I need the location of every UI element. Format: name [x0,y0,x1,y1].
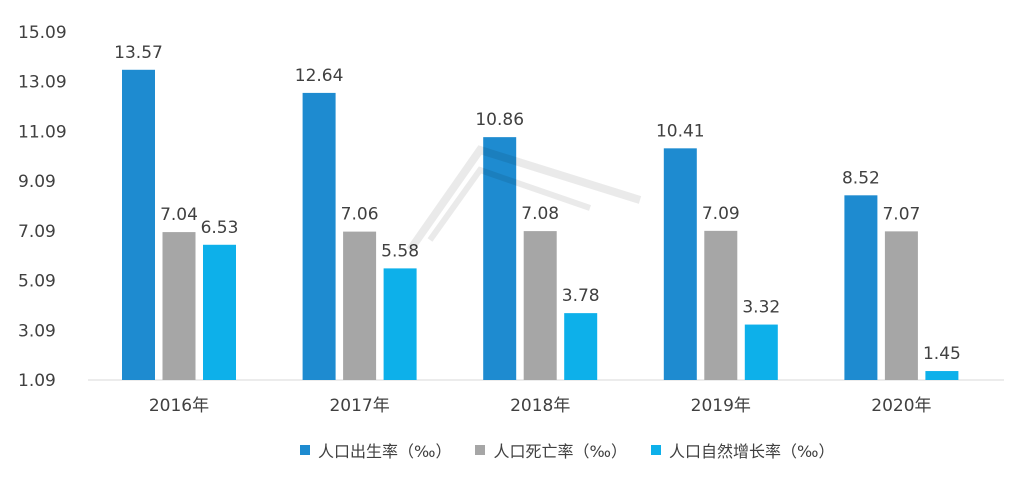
bar [343,231,377,380]
bar [302,92,336,381]
legend-label: 人口出生率（‰） [318,442,452,461]
bar [663,148,697,380]
data-label: 7.09 [702,204,740,224]
data-label: 5.58 [381,241,419,261]
data-label: 1.45 [923,344,961,364]
data-labels: 13.57 7.046.53 12.64 7.065.58 10.86 7.08 3.78 1… [114,43,961,364]
y-tick-label: 5.09 [18,272,56,292]
y-tick-label: 15.09 [18,23,67,43]
bar [483,137,517,380]
bar [383,268,417,380]
x-category-label: 2016年 [149,396,209,416]
x-category-label: 2018年 [510,396,570,416]
legend-item-death-rate: 人口死亡率（‰） [475,438,627,462]
legend-item-birth-rate: 人口出生率（‰） [300,438,451,462]
data-label: 10.41 [656,121,705,141]
bar [523,231,557,380]
data-label: 6.53 [201,218,239,238]
y-tick-label: 7.09 [18,222,56,242]
bar [884,231,918,380]
legend-label: 人口死亡率（‰） [493,442,627,461]
y-tick-label: 1.09 [18,371,56,391]
bar [925,371,959,380]
bar [122,69,155,380]
data-label: 7.08 [521,204,559,224]
bar [564,313,598,380]
data-label: 7.07 [882,204,920,224]
legend-label: 人口自然增长率（‰） [668,442,835,461]
y-axis: 1.09 3.09 5.09 7.09 9.09 11.09 13.09 15.09 [18,23,67,391]
bars [122,69,959,381]
data-label: 12.64 [295,66,344,86]
data-label: 8.52 [842,168,880,188]
bar [162,232,196,380]
bar [704,230,738,380]
x-category-label: 2019年 [691,396,751,416]
y-tick-label: 9.09 [18,172,56,192]
x-category-label: 2017年 [329,396,389,416]
legend: 人口出生率（‰） 人口死亡率（‰） 人口自然增长率（‰） [300,439,858,461]
watermark-logo [406,145,642,253]
data-label: 10.86 [475,110,524,130]
y-tick-label: 11.09 [18,122,67,142]
bar [744,324,778,380]
bar [844,195,878,380]
y-tick-label: 3.09 [18,321,56,341]
data-label: 3.78 [562,286,600,306]
y-tick-label: 13.09 [18,73,67,93]
x-category-label: 2020年 [871,396,931,416]
data-label: 7.04 [160,205,198,225]
bar [203,244,236,380]
data-label: 7.06 [341,205,379,225]
data-label: 13.57 [114,43,163,63]
legend-swatch [300,445,310,455]
legend-item-natural-growth-rate: 人口自然增长率（‰） [650,438,835,462]
legend-swatch [475,445,486,455]
legend-swatch [650,445,661,455]
x-axis-categories: 2016年 2017年 2018年 2019年 2020年 [149,396,932,416]
data-label: 3.32 [742,298,780,318]
